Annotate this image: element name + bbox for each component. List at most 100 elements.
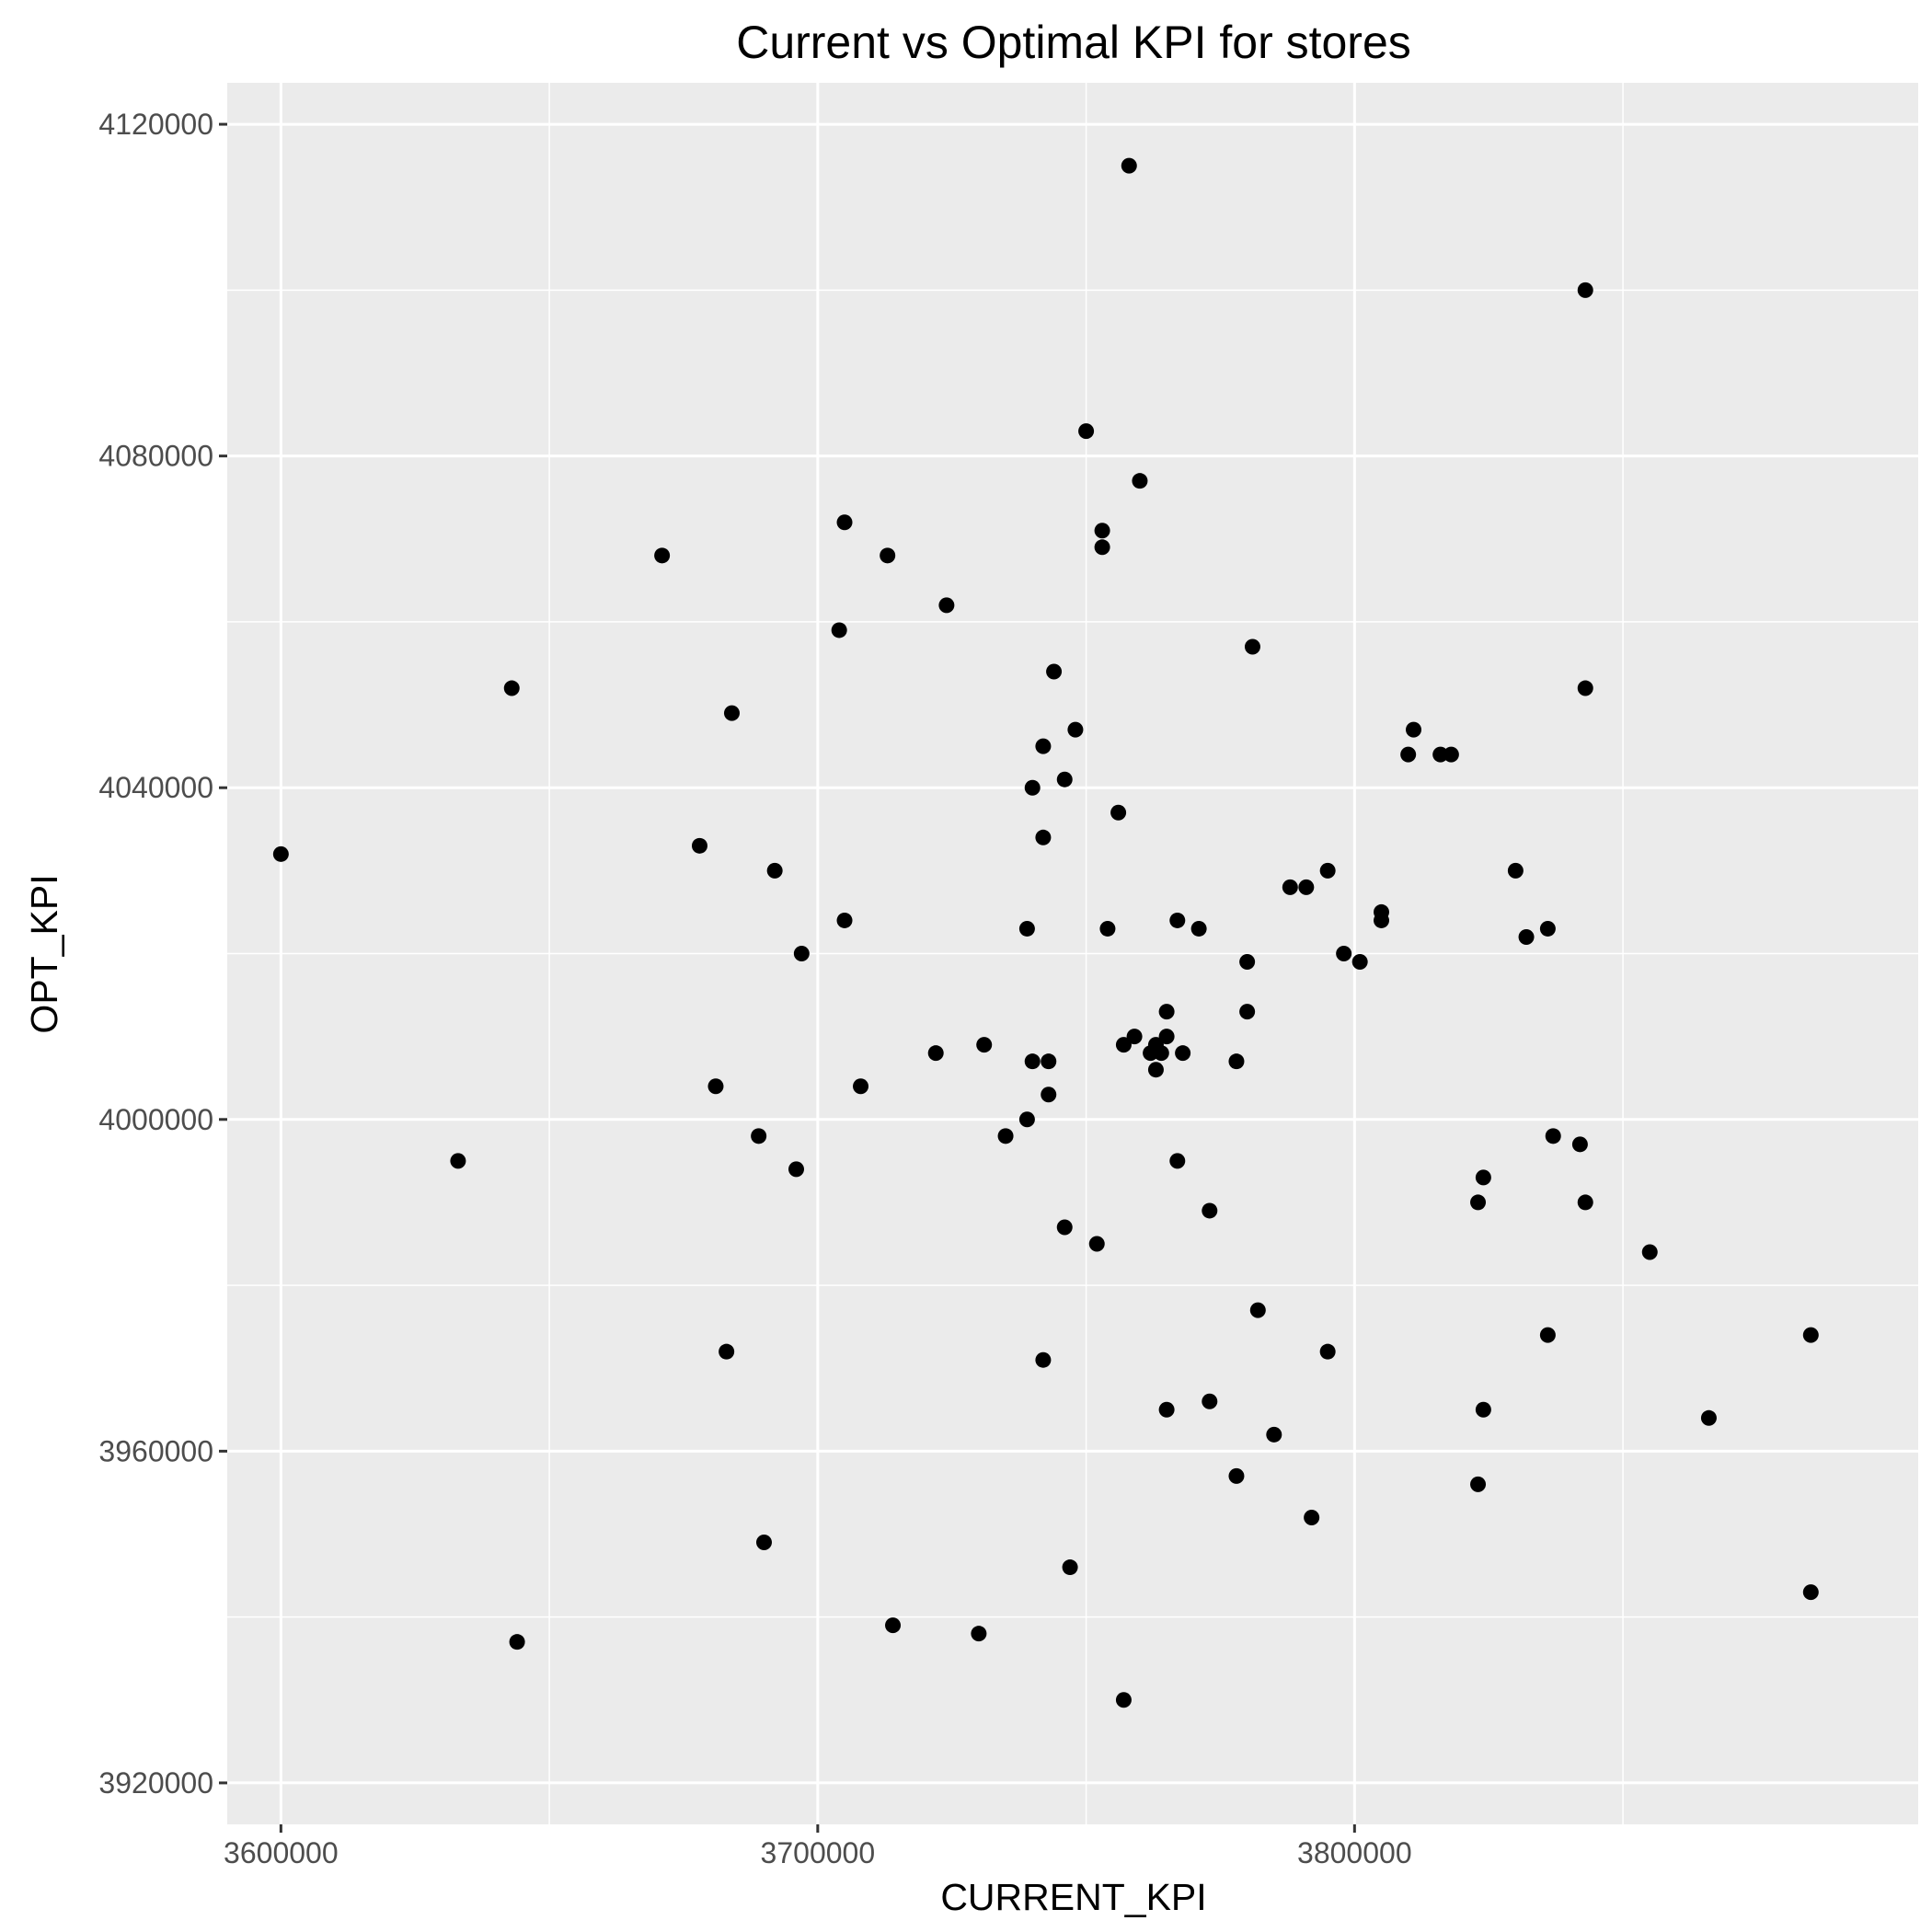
data-point (1056, 771, 1073, 788)
data-point (1041, 1053, 1057, 1070)
data-point (272, 845, 289, 862)
data-point (1700, 1409, 1717, 1426)
data-point (1577, 282, 1593, 298)
data-point (1266, 1426, 1282, 1443)
data-point (1035, 738, 1052, 754)
data-point (509, 1634, 525, 1650)
data-point (1432, 746, 1449, 763)
data-points (272, 157, 1819, 1708)
data-point (788, 1161, 805, 1178)
data-point (1336, 946, 1352, 961)
grid-lines (227, 83, 1918, 1824)
data-point (885, 1617, 902, 1634)
x-axis-title: CURRENT_KPI (940, 1876, 1206, 1918)
data-point (1147, 1062, 1164, 1078)
data-point (1802, 1584, 1819, 1601)
data-point (971, 1626, 987, 1642)
data-point (1518, 928, 1535, 945)
y-tick-label: 3920000 (98, 1766, 213, 1800)
x-tick-label: 3800000 (1297, 1836, 1412, 1869)
data-point (1018, 1111, 1035, 1128)
data-point (836, 514, 853, 531)
axes: 3600000 3700000 3800000 3920000 3960000 40000… (98, 108, 1411, 1869)
data-point (1319, 862, 1336, 879)
data-point (1153, 1045, 1169, 1062)
data-point (938, 597, 955, 614)
data-point (1062, 1559, 1078, 1576)
data-point (1024, 1053, 1041, 1070)
data-point (1158, 1029, 1175, 1045)
data-point (1078, 423, 1095, 440)
data-point (755, 1535, 772, 1551)
data-point (1374, 912, 1390, 928)
data-point (1571, 1136, 1588, 1153)
data-point (1228, 1053, 1245, 1070)
data-point (1169, 912, 1186, 928)
data-point (707, 1078, 724, 1095)
data-point (1094, 523, 1110, 539)
data-point (1577, 680, 1593, 696)
data-point (1158, 1401, 1175, 1418)
data-point (1035, 1351, 1052, 1368)
y-tick-label: 4120000 (98, 108, 213, 141)
y-tick-label: 4080000 (98, 440, 213, 473)
data-point (1244, 638, 1260, 655)
data-point (1046, 663, 1063, 680)
data-point (1158, 1004, 1175, 1020)
data-point (723, 705, 740, 721)
data-point (1319, 1343, 1336, 1360)
data-point (793, 946, 810, 961)
y-tick-label: 4000000 (98, 1103, 213, 1136)
data-point (1018, 920, 1035, 937)
data-point (1202, 1393, 1218, 1409)
data-point (751, 1128, 767, 1144)
data-point (1132, 473, 1148, 489)
data-point (1169, 1153, 1186, 1169)
data-point (1094, 539, 1110, 556)
data-point (1024, 779, 1041, 796)
data-point (836, 912, 853, 928)
data-point (1239, 1004, 1256, 1020)
data-point (1539, 1327, 1556, 1343)
data-point (1443, 746, 1459, 763)
data-point (691, 837, 707, 854)
y-tick-label: 4040000 (98, 771, 213, 804)
data-point (997, 1128, 1014, 1144)
data-point (1282, 879, 1298, 895)
x-tick-label: 3700000 (761, 1836, 876, 1869)
data-point (654, 547, 671, 564)
data-point (1539, 920, 1556, 937)
data-point (766, 862, 783, 879)
data-point (1056, 1219, 1073, 1236)
data-point (1577, 1194, 1593, 1211)
data-point (1304, 1509, 1320, 1525)
data-point (1298, 879, 1315, 895)
data-point (1175, 1045, 1191, 1062)
data-point (927, 1045, 944, 1062)
data-point (1406, 721, 1422, 738)
data-point (853, 1078, 869, 1095)
data-point (503, 680, 520, 696)
data-point (1067, 721, 1084, 738)
data-point (1507, 862, 1524, 879)
data-point (1088, 1236, 1105, 1252)
data-point (1110, 804, 1127, 821)
data-point (1115, 1692, 1132, 1708)
data-point (1239, 954, 1256, 971)
y-tick-label: 3960000 (98, 1434, 213, 1467)
data-point (1121, 157, 1137, 174)
data-point (1035, 829, 1052, 845)
data-point (1470, 1476, 1487, 1492)
data-point (1190, 920, 1207, 937)
data-point (831, 622, 847, 638)
data-point (1249, 1302, 1266, 1318)
data-point (1545, 1128, 1561, 1144)
data-point (1470, 1194, 1487, 1211)
data-point (1475, 1169, 1491, 1186)
data-point (1228, 1467, 1245, 1484)
data-point (1400, 746, 1417, 763)
data-point (1126, 1029, 1143, 1045)
data-point (1641, 1244, 1658, 1260)
data-point (1202, 1202, 1218, 1219)
